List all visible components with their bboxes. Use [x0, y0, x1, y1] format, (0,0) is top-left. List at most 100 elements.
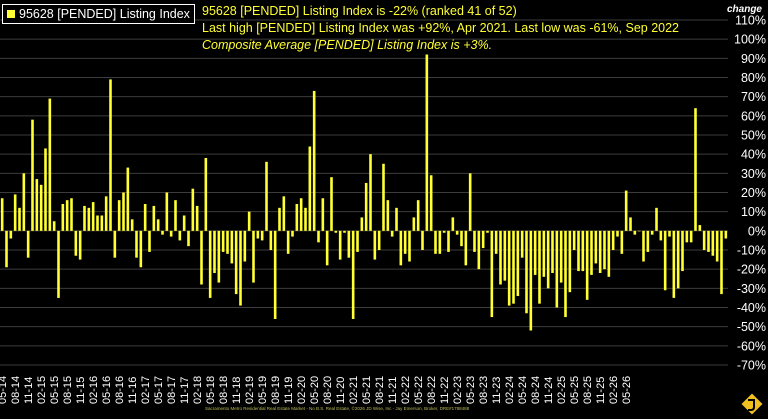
bar — [364, 182, 368, 231]
bar — [494, 230, 498, 254]
bar — [234, 230, 238, 295]
bar — [360, 217, 364, 231]
x-tick-label: 11-21 — [387, 377, 399, 404]
bar — [83, 205, 86, 231]
bar — [256, 230, 260, 239]
bar — [312, 90, 316, 231]
bar — [585, 230, 589, 300]
bar — [252, 230, 255, 283]
bar — [286, 230, 290, 254]
bar — [169, 230, 173, 237]
bar — [87, 207, 91, 231]
bar — [278, 207, 281, 231]
y-tick-label: -30% — [737, 282, 766, 296]
bar — [247, 211, 251, 231]
x-tick-label: 11-23 — [491, 377, 503, 404]
bar — [421, 230, 424, 250]
bar — [304, 207, 307, 231]
bar — [715, 230, 719, 262]
legend: 95628 [PENDED] Listing Index — [2, 4, 195, 24]
bar — [70, 198, 73, 231]
bar — [516, 230, 520, 296]
x-tick-label: 02-16 — [88, 376, 100, 404]
y-tick-label: 80% — [741, 71, 766, 85]
bar — [230, 230, 234, 264]
y-tick-label: 70% — [741, 90, 766, 104]
bar — [503, 230, 507, 281]
bar — [572, 230, 576, 250]
bar — [603, 230, 606, 270]
bar — [507, 230, 511, 306]
bar — [338, 230, 342, 260]
bar — [35, 179, 39, 231]
x-tick-label: 05-20 — [309, 376, 321, 404]
bar — [555, 230, 559, 308]
bar — [130, 219, 134, 231]
bar — [265, 161, 268, 231]
bar — [31, 119, 34, 231]
bar — [598, 230, 602, 273]
bar — [52, 221, 56, 231]
legend-label: 95628 [PENDED] Listing Index — [19, 7, 190, 21]
bar — [91, 202, 95, 231]
bar — [174, 200, 177, 231]
bar — [473, 230, 476, 252]
bar — [13, 194, 17, 231]
bar — [399, 230, 403, 266]
y-tick-label: -10% — [737, 244, 766, 258]
bar — [269, 230, 273, 250]
bar — [581, 230, 585, 272]
bar — [295, 204, 299, 231]
info-line-current: 95628 [PENDED] Listing Index is -22% (ra… — [202, 4, 517, 18]
bar — [299, 198, 303, 231]
bar — [711, 230, 715, 256]
bar — [369, 154, 372, 231]
x-tick-label: 05-19 — [257, 376, 269, 404]
bar — [486, 230, 489, 233]
bar — [187, 230, 190, 247]
legend-swatch — [7, 10, 15, 18]
bar — [590, 230, 593, 275]
x-tick-label: 02-24 — [504, 376, 516, 404]
bar — [317, 230, 320, 243]
x-tick-label: 02-15 — [36, 376, 48, 404]
y-tick-label: 0% — [748, 224, 766, 238]
x-tick-label: 08-23 — [478, 376, 490, 404]
bar — [694, 108, 697, 231]
bar — [395, 207, 398, 231]
x-tick-label: 02-20 — [296, 376, 308, 404]
y-tick-label: 30% — [741, 167, 766, 181]
x-tick-label: 08-22 — [426, 376, 438, 404]
x-tick-label: 11-14 — [23, 377, 35, 404]
bar — [577, 230, 580, 272]
y-tick-label: 100% — [734, 33, 766, 47]
x-tick-label: 11-16 — [127, 377, 139, 404]
bar — [624, 190, 628, 231]
x-tick-label: 11-25 — [595, 377, 607, 404]
bar — [208, 230, 212, 298]
info-annotation: 95628 [PENDED] Listing Index is -22% (ra… — [202, 3, 679, 54]
x-tick-label: 11-22 — [439, 377, 451, 404]
bar — [26, 230, 30, 258]
bar — [425, 54, 429, 231]
bar — [525, 230, 528, 314]
x-tick-label: 05-25 — [569, 376, 581, 404]
bar — [48, 98, 52, 231]
bar — [96, 215, 99, 231]
bar — [464, 230, 468, 266]
bar — [217, 230, 221, 283]
bar — [386, 200, 390, 231]
bar — [39, 184, 43, 231]
bar — [182, 215, 186, 231]
bar — [347, 230, 351, 258]
bar — [139, 230, 143, 268]
x-tick-label: 11-15 — [75, 377, 87, 404]
y-axis-title: change — [726, 4, 762, 15]
bar — [200, 230, 203, 285]
y-tick-label: -20% — [737, 263, 766, 277]
bar — [9, 230, 13, 239]
bar — [165, 192, 169, 231]
bar — [321, 198, 325, 231]
y-tick-label: 40% — [741, 148, 766, 162]
x-tick-label: 08-14 — [10, 376, 22, 404]
